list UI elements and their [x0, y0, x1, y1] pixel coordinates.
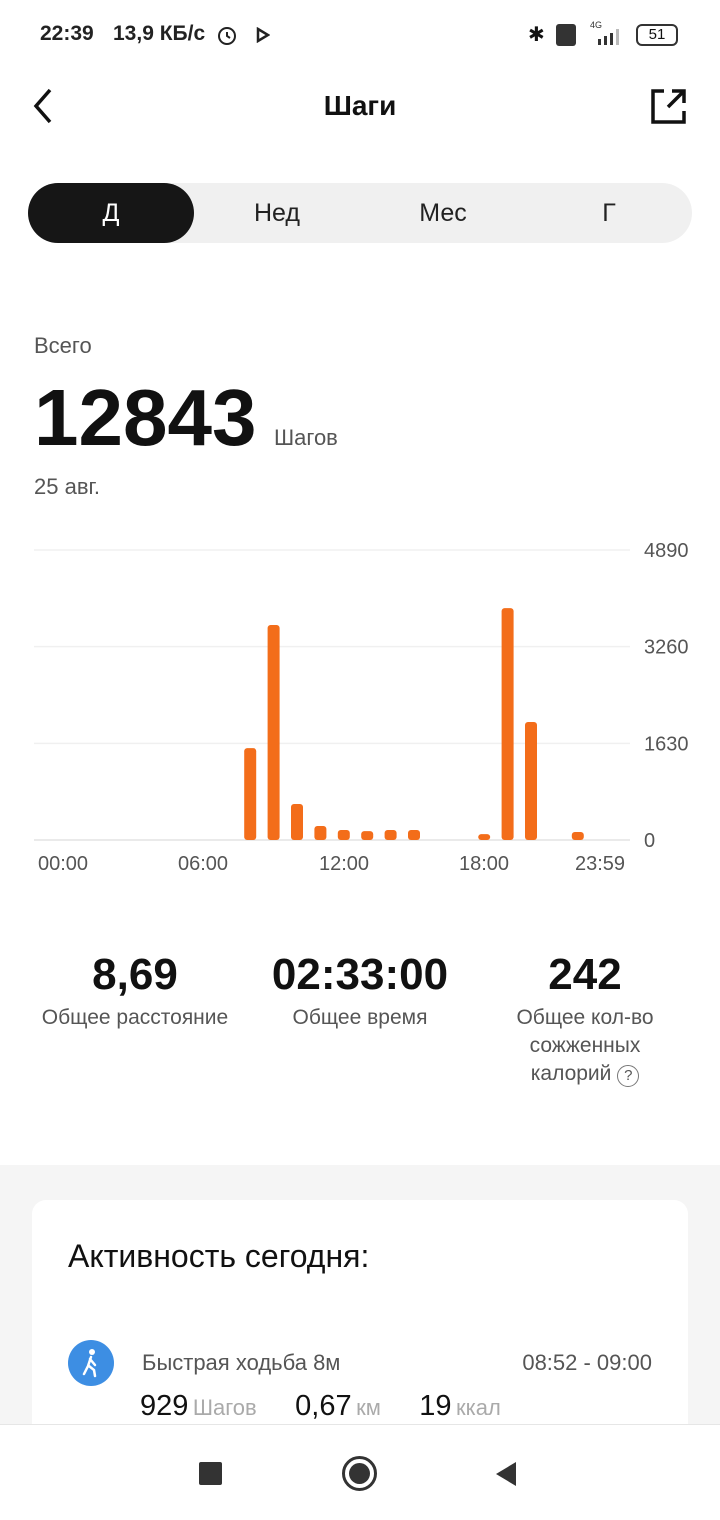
- y-tick-label: 1630: [644, 733, 689, 755]
- activity-time: 08:52 - 09:00: [522, 1350, 652, 1375]
- stat-label: Общее расстояние: [41, 1006, 229, 1029]
- activity-title: Активность сегодня:: [68, 1238, 370, 1274]
- total-steps: 12843: [34, 373, 257, 462]
- network-type: 4G: [590, 20, 603, 30]
- navigation-bar: [0, 1424, 720, 1520]
- back-nav-button[interactable]: [494, 1460, 518, 1488]
- status-speed: 13,9 КБ/с: [113, 22, 206, 45]
- activity-distance: 0,67: [295, 1390, 352, 1422]
- battery-icon: 51: [636, 24, 678, 46]
- bluetooth-icon: ✱: [528, 24, 545, 46]
- bar: [291, 804, 303, 840]
- activity-card: Активность сегодня: Быстрая ходьба 8м 08…: [32, 1200, 688, 1440]
- signal-icon: [598, 29, 619, 45]
- tab-month[interactable]: Мес: [419, 198, 467, 227]
- stat-time: 02:33:00 Общее время: [250, 950, 470, 1032]
- bar: [244, 748, 257, 840]
- summary-date: 25 авг.: [34, 474, 100, 499]
- bar: [361, 831, 374, 840]
- bar: [408, 829, 420, 840]
- status-time: 22:39: [40, 22, 94, 45]
- help-icon[interactable]: ?: [617, 1065, 640, 1087]
- play-icon: [256, 27, 270, 43]
- page-title: Шаги: [323, 90, 397, 121]
- stat-value: 242: [548, 950, 622, 999]
- tab-week[interactable]: Нед: [254, 198, 300, 227]
- volte-icon: [556, 24, 576, 46]
- alarm-icon: [218, 27, 236, 45]
- bar: [267, 625, 280, 840]
- stat-value: 8,69: [92, 950, 178, 999]
- activity-name: Быстрая ходьба 8м: [142, 1350, 341, 1375]
- activity-calories-unit: ккал: [456, 1395, 501, 1420]
- activity-calories: 19: [419, 1390, 452, 1422]
- steps-chart: 4890 3260 1630 0 00:00 06:00 12:00 18:00 23:59: [34, 540, 689, 875]
- activity-steps-unit: Шагов: [192, 1395, 257, 1420]
- activity-distance-unit: км: [356, 1395, 381, 1420]
- bar: [478, 834, 491, 840]
- activity-steps: 929: [140, 1390, 189, 1422]
- y-tick-label: 0: [644, 830, 655, 852]
- y-tick-label: 4890: [644, 540, 689, 562]
- x-tick-label: 12:00: [319, 853, 369, 875]
- recents-button[interactable]: [199, 1462, 222, 1485]
- stat-distance: 8,69 Общее расстояние: [20, 950, 250, 1032]
- x-tick-label: 18:00: [459, 853, 509, 875]
- x-tick-label: 23:59: [575, 853, 625, 875]
- stat-label: Общее время: [292, 1006, 428, 1029]
- bar: [501, 608, 514, 840]
- stat-label: Общее кол-во сожженных калорий: [516, 1006, 654, 1085]
- bar: [384, 829, 397, 840]
- y-tick-label: 3260: [644, 637, 689, 659]
- bar: [571, 831, 584, 840]
- stat-value: 02:33:00: [271, 950, 449, 999]
- tab-year[interactable]: Г: [602, 198, 616, 227]
- share-button[interactable]: [648, 86, 688, 126]
- bar: [314, 826, 327, 840]
- back-button[interactable]: [30, 86, 60, 126]
- home-button[interactable]: [342, 1456, 377, 1491]
- stat-calories: 242 Общее кол-во сожженных калорий ?: [490, 950, 680, 1088]
- walking-icon: [68, 1340, 114, 1386]
- total-label: Всего: [34, 333, 92, 358]
- x-tick-label: 06:00: [178, 853, 228, 875]
- total-unit: Шагов: [274, 425, 338, 450]
- bar: [525, 721, 537, 840]
- period-tabs: Д Нед Мес Г: [28, 183, 692, 243]
- x-tick-label: 00:00: [38, 853, 88, 875]
- tab-day[interactable]: Д: [28, 183, 194, 243]
- bar: [337, 829, 350, 840]
